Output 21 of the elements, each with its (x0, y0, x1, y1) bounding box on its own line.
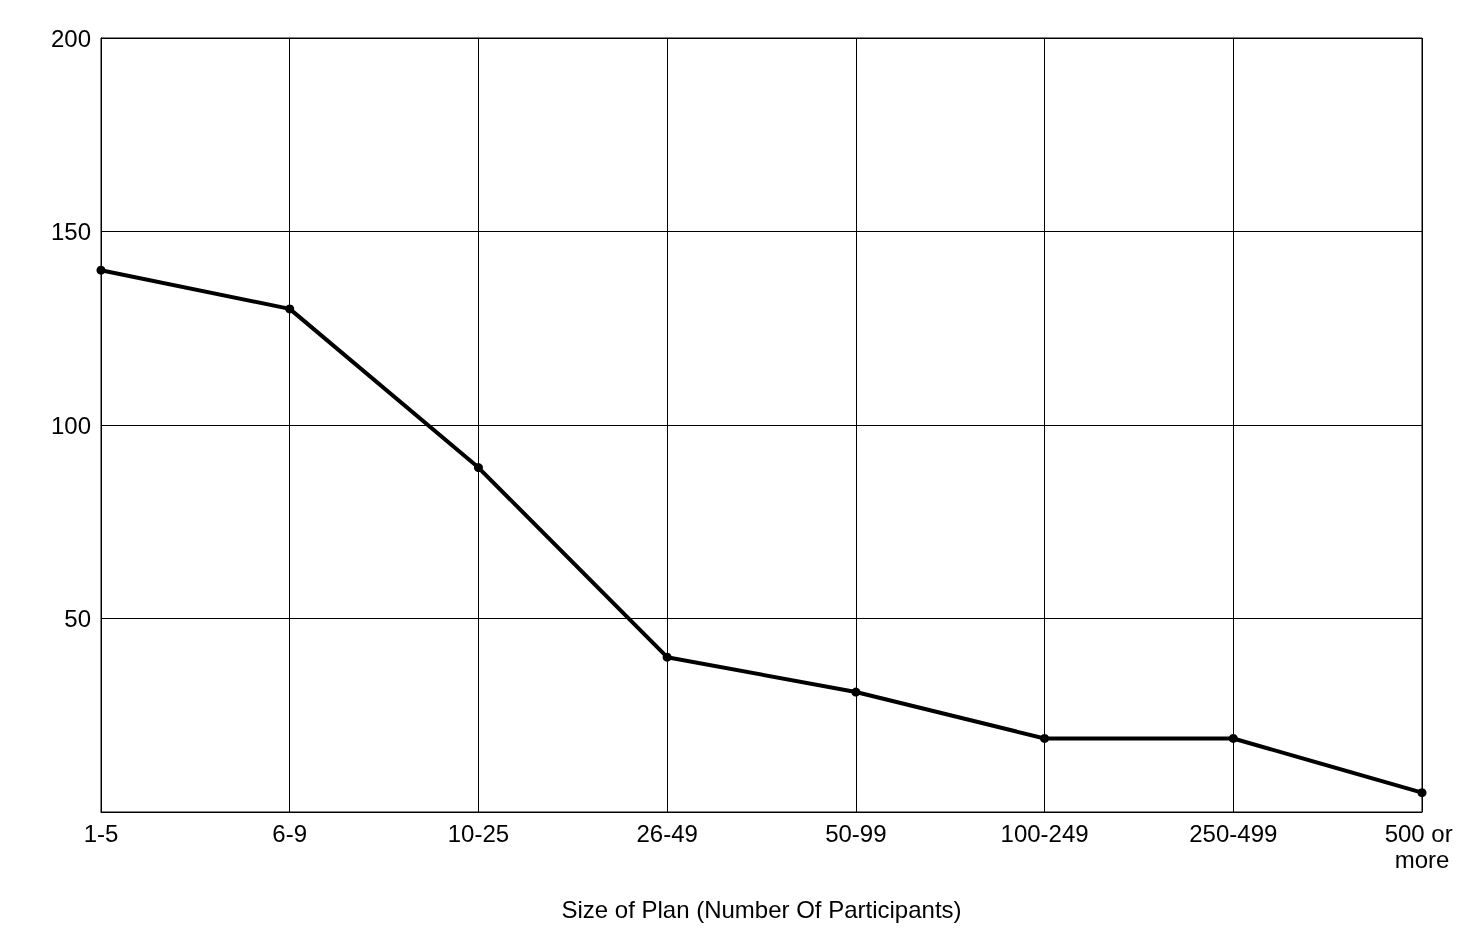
x-tick-label: 500 or more (1384, 819, 1460, 873)
y-tick-label: 200 (50, 24, 91, 52)
point (851, 687, 861, 697)
x-tick-label: 10-25 (447, 819, 510, 847)
x-tick-label: 26-49 (636, 819, 698, 847)
point (285, 304, 295, 314)
y-tick-label: 100 (50, 411, 91, 439)
point (662, 652, 672, 662)
x-tick-label: 50-99 (825, 819, 887, 847)
x-tick-label: 1-5 (83, 819, 119, 847)
x-tick-label: 100-249 (1000, 819, 1089, 847)
point (473, 463, 483, 473)
point (1228, 733, 1238, 743)
x-axis-title: Size of Plan (Number Of Participants) (561, 895, 962, 923)
point (1040, 733, 1050, 743)
point (1417, 788, 1427, 798)
y-tick-label: 150 (50, 218, 91, 245)
point (96, 265, 106, 275)
x-tick-label: 6-9 (272, 819, 308, 847)
y-tick-label: 50 (64, 605, 91, 632)
x-tick-label: 250-499 (1189, 819, 1278, 847)
